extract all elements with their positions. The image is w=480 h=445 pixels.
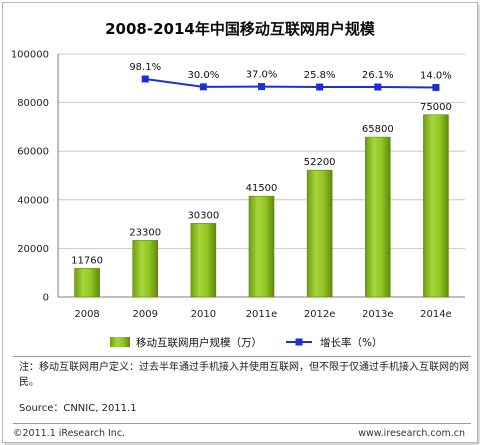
bar-value-label: 41500 <box>246 183 278 194</box>
growth-point <box>141 75 149 83</box>
x-tick-label: 2013e <box>362 309 394 320</box>
x-tick-label: 2012e <box>304 309 336 320</box>
bar-value-label: 30300 <box>187 210 219 221</box>
x-tick-label: 2014e <box>420 309 452 320</box>
bar-value-label: 23300 <box>129 227 161 238</box>
x-tick-label: 2008 <box>74 309 99 320</box>
bar <box>364 136 391 298</box>
legend-bar-label: 移动互联网用户规模（万） <box>136 336 262 349</box>
bar <box>248 195 275 298</box>
notes-divider-top <box>13 356 471 357</box>
y-tick-label: 0 <box>43 293 49 304</box>
growth-point <box>374 83 382 91</box>
x-tick-label: 2011e <box>246 309 278 320</box>
source-note: Source：CNNIC, 2011.1 <box>19 403 137 414</box>
chart-title: 2008-2014年中国移动互联网用户规模 <box>105 20 376 38</box>
y-tick-label: 20000 <box>17 244 49 255</box>
growth-point <box>432 84 440 91</box>
legend-line-label: 增长率（%） <box>320 336 382 349</box>
bar <box>74 268 100 298</box>
bar <box>190 223 217 298</box>
copyright-text: ©2011.1 iResearch Inc. <box>13 428 126 439</box>
growth-value-label: 25.8% <box>304 70 336 81</box>
x-axis: 2008 2009 2010 2011e 2012e 2013e 2014e <box>74 309 451 320</box>
growth-line-series: 98.1% 30.0% 37.0% 25.8% 26.1% 14.0% <box>129 62 452 91</box>
bar-value-label: 11760 <box>71 255 103 266</box>
y-tick-label: 80000 <box>17 98 49 109</box>
growth-point <box>258 83 265 91</box>
bar-series: 11760 23300 30300 41500 52200 65800 75000 <box>71 102 452 298</box>
growth-value-label: 98.1% <box>129 62 161 73</box>
legend: 移动互联网用户规模（万） 增长率（%） <box>110 336 382 349</box>
growth-line <box>145 78 436 89</box>
legend-line-marker <box>295 338 303 346</box>
growth-value-label: 26.1% <box>362 70 394 81</box>
bar-value-label: 52200 <box>304 157 336 168</box>
x-tick-label: 2010 <box>191 309 216 320</box>
definition-note: 注：移动互联网用户定义：过去半年通过手机接入并使用互联网，但不限于仅通过手机接入… <box>19 362 469 388</box>
legend-bar-swatch <box>110 337 130 347</box>
y-tick-label: 60000 <box>17 147 49 158</box>
growth-value-label: 37.0% <box>246 70 278 81</box>
growth-value-label: 14.0% <box>420 71 452 82</box>
growth-point <box>199 83 207 91</box>
y-tick-label: 100000 <box>11 50 49 61</box>
bar <box>423 114 449 298</box>
bar-value-label: 75000 <box>420 102 452 113</box>
website-text: www.iresearch.com.cn <box>358 428 465 439</box>
growth-point <box>316 83 324 91</box>
y-tick-label: 40000 <box>17 195 49 206</box>
x-tick-label: 2009 <box>132 309 157 320</box>
growth-value-label: 30.0% <box>187 70 219 81</box>
bar-value-label: 65800 <box>362 124 394 135</box>
bar <box>306 169 333 298</box>
notes-divider-bottom <box>13 423 471 424</box>
chart-canvas: 2008-2014年中国移动互联网用户规模 0 20000 40000 60000 80… <box>11 20 465 349</box>
bar <box>132 240 159 298</box>
